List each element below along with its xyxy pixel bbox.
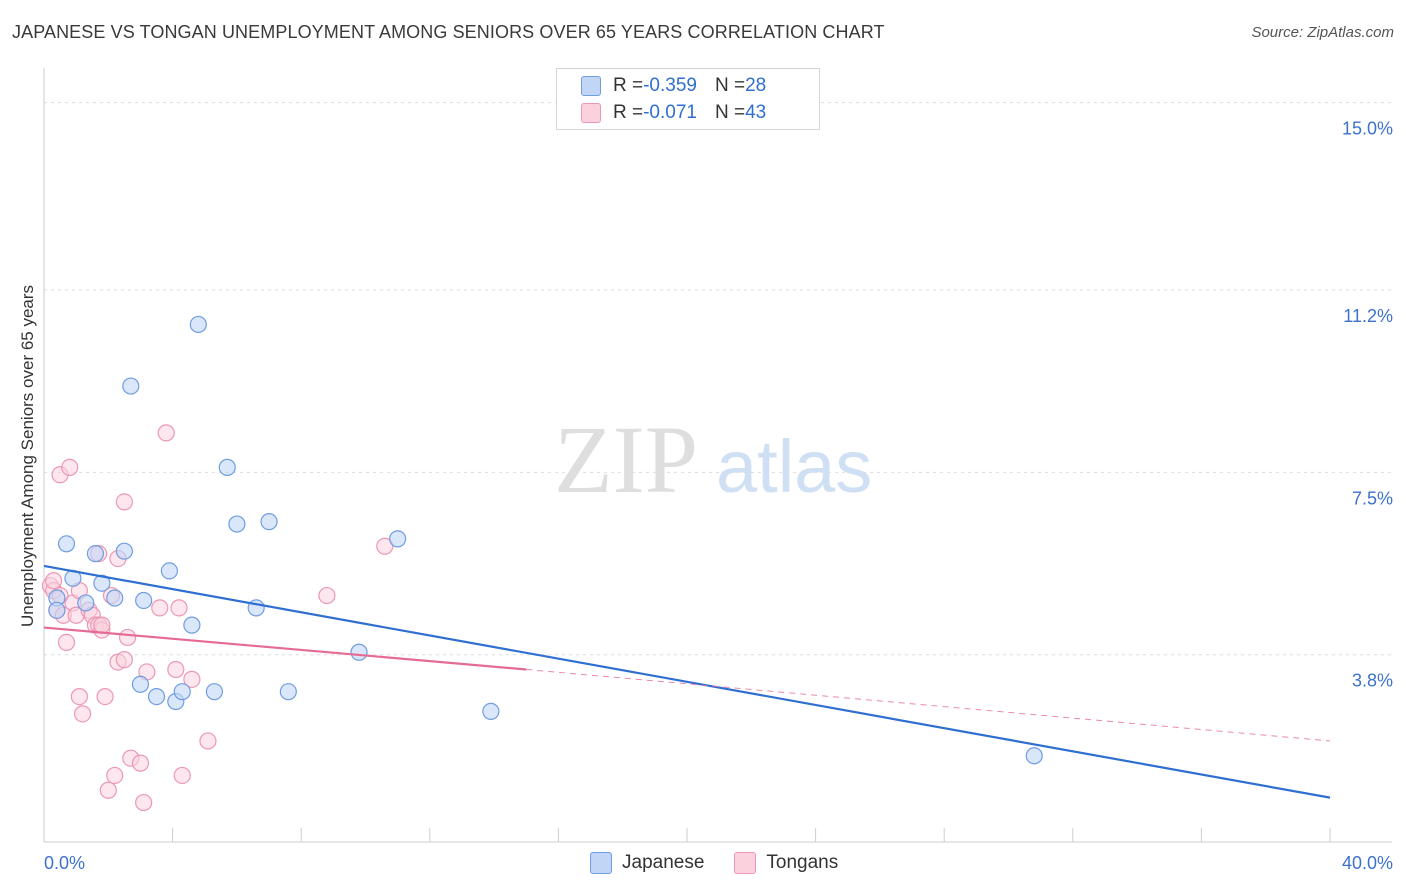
japanese-point <box>350 643 368 661</box>
tongans-point <box>131 754 150 772</box>
tongans-point <box>151 599 169 617</box>
tongans-point <box>115 493 133 511</box>
tongans-points <box>41 424 394 812</box>
tongans-point <box>61 458 79 476</box>
tongans-trend-extension <box>526 668 1331 742</box>
tongans-point <box>170 599 188 617</box>
tongans-point <box>118 628 137 647</box>
japanese-r-value: -0.359 <box>643 75 697 96</box>
y-tick-label: 3.8% <box>1352 671 1393 691</box>
japanese-point <box>279 683 297 701</box>
japanese-point <box>93 574 111 592</box>
axes <box>43 68 1392 843</box>
japanese-swatch <box>581 76 601 96</box>
legend-item-japanese[interactable]: Japanese <box>590 852 704 874</box>
tongans-point <box>106 766 124 785</box>
chart-title: JAPANESE VS TONGAN UNEMPLOYMENT AMONG SE… <box>12 22 885 42</box>
tongans-point <box>96 687 114 706</box>
watermark-zip: ZIP <box>554 406 698 513</box>
correlation-legend: R = -0.359 N = 28 R = -0.071 N = 43 <box>556 68 820 130</box>
y-tick-label: 11.2% <box>1343 306 1393 326</box>
tongans-point <box>73 705 92 723</box>
tongans-trend-line <box>43 626 527 671</box>
japanese-point <box>482 702 500 720</box>
japanese-point <box>106 589 124 607</box>
series-legend: Japanese Tongans <box>590 852 868 874</box>
x-tick-label-min: 0.0% <box>44 853 85 873</box>
tongans-point <box>199 732 217 750</box>
japanese-point <box>218 458 236 476</box>
n-label: N = <box>714 102 746 123</box>
legend-label-japanese: Japanese <box>622 852 705 873</box>
japanese-point <box>260 513 278 531</box>
tongans-point <box>57 633 76 651</box>
legend-item-tongans[interactable]: Tongans <box>734 852 838 874</box>
gridlines <box>44 102 1392 656</box>
japanese-point <box>189 315 207 334</box>
legend-label-tongans: Tongans <box>766 852 839 873</box>
japanese-point <box>77 594 95 612</box>
japanese-trend-line <box>43 564 1331 799</box>
tongans-point <box>318 586 336 605</box>
x-tick-label-max: 40.0% <box>1342 853 1393 873</box>
source-credit: Source: ZipAtlas.com <box>1251 24 1394 41</box>
tongans-point <box>167 660 185 679</box>
tongans-swatch <box>734 852 757 874</box>
r-label: R = <box>613 75 644 96</box>
trend-lines <box>43 564 1331 799</box>
tongans-point <box>135 793 153 812</box>
japanese-point <box>389 530 407 548</box>
japanese-point <box>48 601 66 619</box>
y-axis-title: Unemployment Among Seniors over 65 years <box>18 285 37 627</box>
legend-row-japanese: R = -0.359 N = 28 <box>581 73 766 99</box>
watermark-atlas: atlas <box>716 425 872 508</box>
tongans-point <box>93 616 111 634</box>
japanese-point <box>115 542 133 560</box>
y-tick-label: 15.0% <box>1342 119 1393 139</box>
n-label: N = <box>714 75 746 96</box>
tongans-n-value: 43 <box>745 102 767 123</box>
japanese-point <box>135 591 153 610</box>
axis-labels: 3.8% 7.5% 11.2% 15.0% 0.0% 40.0% Unemployment … <box>18 119 1393 873</box>
tongans-point <box>157 424 175 442</box>
japanese-point <box>86 545 105 563</box>
japanese-point <box>131 675 150 693</box>
tongans-point <box>99 781 117 799</box>
japanese-point <box>205 683 223 701</box>
tongans-point <box>45 572 63 590</box>
japanese-point <box>1025 747 1043 765</box>
r-label: R = <box>613 102 644 123</box>
tongans-point <box>70 687 88 706</box>
watermark: ZIP atlas <box>554 406 872 513</box>
japanese-points <box>48 315 1043 765</box>
axis-ticks <box>43 828 1331 842</box>
japanese-point <box>160 562 178 580</box>
tongans-point <box>376 537 394 555</box>
tongans-point <box>183 670 201 688</box>
tongans-point <box>115 651 133 669</box>
japanese-swatch <box>590 852 612 874</box>
tongans-point <box>173 766 191 785</box>
tongans-swatch <box>581 103 601 123</box>
y-tick-label: 7.5% <box>1352 488 1393 508</box>
japanese-n-value: 28 <box>745 75 767 96</box>
tongans-r-value: -0.071 <box>643 102 697 123</box>
japanese-point <box>173 683 191 701</box>
japanese-point <box>57 535 76 553</box>
japanese-point <box>122 377 140 395</box>
legend-row-tongans: R = -0.071 N = 43 <box>581 100 766 126</box>
japanese-point <box>147 687 166 706</box>
japanese-point <box>228 515 246 533</box>
japanese-point <box>183 616 201 634</box>
